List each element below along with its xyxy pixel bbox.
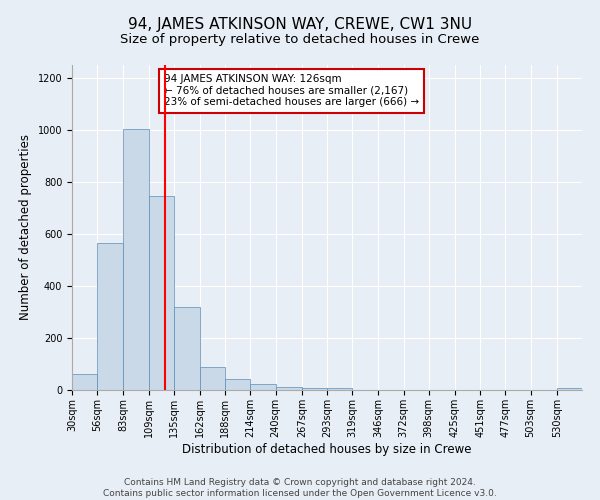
Bar <box>250 384 275 390</box>
Bar <box>149 196 174 390</box>
Bar <box>200 366 225 390</box>
Y-axis label: Number of detached properties: Number of detached properties <box>19 134 32 320</box>
Bar <box>124 128 149 390</box>
Bar <box>275 387 302 390</box>
Bar <box>72 374 97 390</box>
Bar <box>302 388 327 390</box>
Text: 94, JAMES ATKINSON WAY, CREWE, CW1 3NU: 94, JAMES ATKINSON WAY, CREWE, CW1 3NU <box>128 18 472 32</box>
Text: 94 JAMES ATKINSON WAY: 126sqm
← 76% of detached houses are smaller (2,167)
23% o: 94 JAMES ATKINSON WAY: 126sqm ← 76% of d… <box>164 74 419 108</box>
Bar <box>97 243 124 390</box>
Text: Size of property relative to detached houses in Crewe: Size of property relative to detached ho… <box>121 32 479 46</box>
Text: Contains HM Land Registry data © Crown copyright and database right 2024.
Contai: Contains HM Land Registry data © Crown c… <box>103 478 497 498</box>
Bar <box>225 379 250 390</box>
X-axis label: Distribution of detached houses by size in Crewe: Distribution of detached houses by size … <box>182 442 472 456</box>
Bar <box>327 388 352 390</box>
Bar <box>557 388 582 390</box>
Bar <box>174 307 200 390</box>
